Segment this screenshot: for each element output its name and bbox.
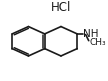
Text: HCl: HCl — [51, 1, 71, 14]
Text: CH₃: CH₃ — [89, 38, 106, 47]
Text: NH: NH — [83, 29, 98, 38]
